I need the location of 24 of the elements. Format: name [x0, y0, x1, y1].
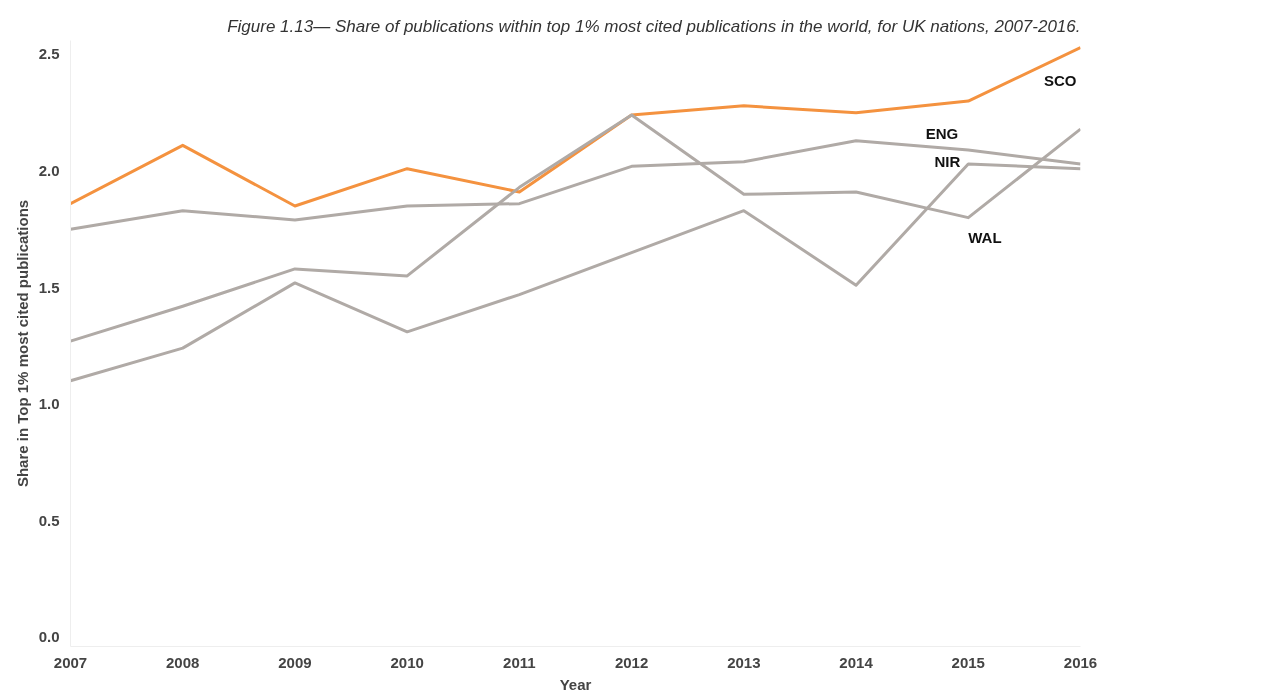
x-tick-label: 2007: [53, 653, 88, 671]
x-tick-label: 2012: [614, 653, 649, 671]
x-tick-label: 2016: [1063, 653, 1098, 671]
line-series: [70, 45, 1081, 208]
x-tick-label: 2014: [839, 653, 874, 671]
x-axis-title: Year: [559, 675, 592, 693]
y-tick-label: 0.0: [38, 628, 60, 646]
series-label: WAL: [968, 228, 1002, 246]
series-label: ENG: [925, 125, 959, 143]
series-label: SCO: [1044, 72, 1077, 90]
y-tick-label: 1.5: [38, 278, 60, 296]
y-tick-label: 2.5: [38, 45, 60, 63]
y-tick-label: 1.0: [38, 395, 60, 413]
x-tick-label: 2015: [951, 653, 985, 671]
series-label: NIR: [934, 153, 961, 171]
x-tick-label: 2013: [727, 653, 761, 671]
x-tick-label: 2009: [278, 653, 312, 671]
x-tick-label: 2010: [390, 653, 424, 671]
x-tick-label: 2008: [166, 653, 200, 671]
y-axis-title: Share in Top 1% most cited publications: [13, 199, 31, 488]
y-tick-label: 2.0: [38, 162, 60, 180]
x-tick-label: 2011: [503, 653, 536, 671]
chart-title: Figure 1.13— Share of publications within top 1% most cited publications in the world, for UK nations, 2007-2016.: [227, 16, 1081, 36]
y-tick-label: 0.5: [38, 511, 60, 529]
